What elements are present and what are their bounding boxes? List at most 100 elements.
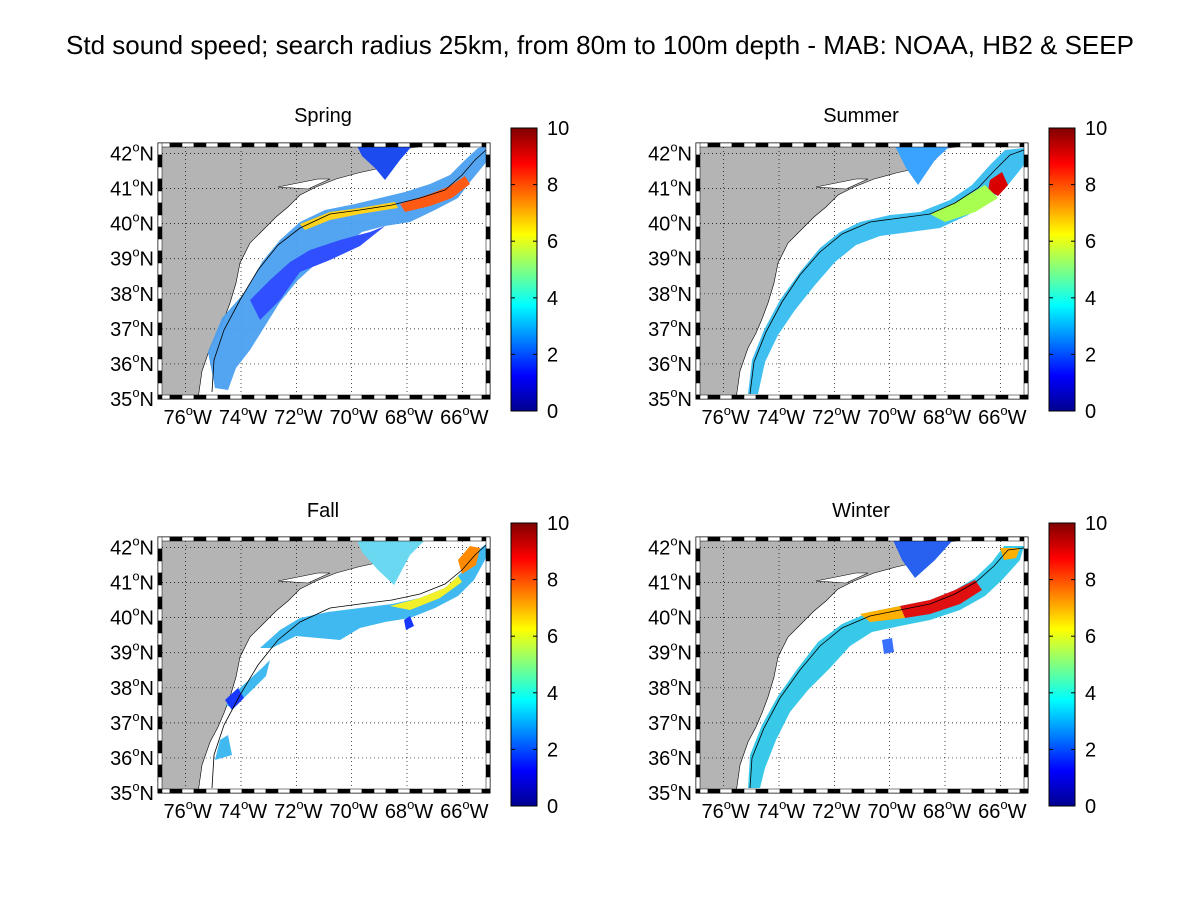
tick-label: 70oW bbox=[867, 797, 915, 823]
map-area-fall bbox=[158, 537, 490, 793]
panel-title-spring: Spring bbox=[294, 105, 352, 127]
tick-label: 76oW bbox=[163, 797, 211, 823]
colorbar-tick-label: 0 bbox=[1085, 796, 1096, 818]
colorbar-tick-label: 4 bbox=[547, 683, 558, 705]
tick-label: 70oW bbox=[329, 403, 377, 429]
tick-label: 37oN bbox=[110, 709, 154, 735]
tick-label: 76oW bbox=[701, 797, 749, 823]
tick-label: 38oN bbox=[110, 280, 154, 306]
tick-label: 70oW bbox=[329, 797, 377, 823]
tick-label: 38oN bbox=[110, 674, 154, 700]
tick-label: 66oW bbox=[440, 797, 488, 823]
tick-label: 40oN bbox=[648, 210, 692, 236]
map-area-winter bbox=[696, 537, 1028, 793]
tick-label: 42oN bbox=[110, 534, 154, 560]
colorbar-tick-label: 10 bbox=[1085, 118, 1107, 140]
tick-label: 39oN bbox=[648, 245, 692, 271]
tick-label: 68oW bbox=[385, 403, 433, 429]
tick-label: 37oN bbox=[648, 315, 692, 341]
colorbar-tick-label: 6 bbox=[1085, 231, 1096, 253]
tick-label: 72oW bbox=[812, 403, 860, 429]
lat-tick-labels: 42oN 41oN 40oN 39oN 38oN 37oN 36oN 35oN bbox=[110, 140, 154, 411]
tick-label: 42oN bbox=[648, 534, 692, 560]
tick-label: 35oN bbox=[110, 779, 154, 805]
colorbar-tick-label: 6 bbox=[547, 626, 558, 648]
lat-tick-labels: 42oN 41oN 40oN 39oN 38oN 37oN 36oN 35oN bbox=[648, 140, 692, 411]
tick-label: 42oN bbox=[648, 140, 692, 166]
lon-tick-labels: 76oW 74oW 72oW 70oW 68oW 66oW bbox=[163, 797, 488, 823]
tick-label: 74oW bbox=[757, 403, 805, 429]
tick-label: 66oW bbox=[978, 403, 1026, 429]
tick-label: 39oN bbox=[110, 639, 154, 665]
tick-label: 72oW bbox=[274, 403, 322, 429]
shelf-contour bbox=[211, 149, 487, 393]
colorbar-tick-label: 4 bbox=[547, 288, 558, 310]
tick-label: 68oW bbox=[923, 403, 971, 429]
panel-spring: Spring 42oN41oN40oN39oN38oN37oN36oN35oN … bbox=[110, 105, 569, 429]
tick-label: 74oW bbox=[219, 797, 267, 823]
colorbar-tick-label: 4 bbox=[1085, 288, 1096, 310]
shelf-contour bbox=[749, 149, 1025, 395]
tick-label: 36oN bbox=[110, 744, 154, 770]
tick-label: 37oN bbox=[648, 709, 692, 735]
data-field-gulf bbox=[357, 540, 425, 585]
colorbar-gradient bbox=[510, 522, 538, 807]
data-field-mid bbox=[930, 185, 998, 222]
colorbar-tick-label: 6 bbox=[547, 231, 558, 253]
colorbar-tick-label: 6 bbox=[1085, 626, 1096, 648]
shelf-contour bbox=[211, 544, 487, 789]
map-area-summer bbox=[696, 143, 1028, 399]
tick-label: 36oN bbox=[110, 350, 154, 376]
colorbar-gradient bbox=[510, 127, 538, 412]
tick-label: 76oW bbox=[163, 403, 211, 429]
colorbar-tick-label: 2 bbox=[547, 739, 558, 761]
tick-label: 40oN bbox=[110, 210, 154, 236]
lon-tick-labels: 76oW 74oW 72oW 70oW 68oW 66oW bbox=[163, 403, 488, 429]
island-long-island bbox=[277, 572, 331, 584]
panel-title-winter: Winter bbox=[832, 500, 890, 522]
data-field-hotspot bbox=[400, 176, 470, 212]
colorbar-tick-label: 4 bbox=[1085, 683, 1096, 705]
tick-label: 35oN bbox=[110, 385, 154, 411]
lon-tick-labels: 76oW 74oW 72oW 70oW 68oW 66oW bbox=[701, 797, 1026, 823]
tick-label: 68oW bbox=[923, 797, 971, 823]
colorbar-tick-label: 8 bbox=[547, 570, 558, 592]
panel-title-summer: Summer bbox=[823, 105, 899, 127]
island-long-island bbox=[277, 178, 331, 190]
island-long-island bbox=[815, 572, 869, 584]
tick-label: 38oN bbox=[648, 280, 692, 306]
tick-label: 41oN bbox=[648, 175, 692, 201]
lat-tick-labels: 42oN 41oN 40oN 39oN 38oN 37oN 36oN 35oN bbox=[648, 534, 692, 805]
colorbar-tick-label: 2 bbox=[1085, 344, 1096, 366]
colorbar-gradient bbox=[1048, 127, 1076, 412]
shelf-contour bbox=[749, 547, 1025, 789]
colorbar-tick-label: 0 bbox=[547, 796, 558, 818]
colorbar-gradient bbox=[1048, 522, 1076, 807]
data-field-low bbox=[882, 638, 894, 654]
colorbar-summer: 10 8 6 4 2 0 bbox=[1048, 118, 1107, 423]
tick-label: 35oN bbox=[648, 779, 692, 805]
colorbar-tick-label: 0 bbox=[1085, 401, 1096, 423]
panel-fall: Fall 42oN 41oN 40oN 39oN 38oN 37oN 36oN 35oN 76… bbox=[110, 500, 569, 823]
tick-label: 37oN bbox=[110, 315, 154, 341]
data-field-low bbox=[250, 226, 385, 320]
tick-label: 42oN bbox=[110, 140, 154, 166]
data-field-gulf bbox=[895, 146, 950, 185]
tick-label: 66oW bbox=[978, 797, 1026, 823]
tick-label: 72oW bbox=[812, 797, 860, 823]
tick-label: 68oW bbox=[385, 797, 433, 823]
colorbar-tick-label: 0 bbox=[547, 401, 558, 423]
data-field-gulf bbox=[357, 146, 412, 180]
data-field-gulf bbox=[893, 540, 953, 578]
colorbar-tick-label: 10 bbox=[1085, 513, 1107, 535]
figure-title: Std sound speed; search radius 25km, fro… bbox=[66, 30, 1134, 60]
data-field-hotspot bbox=[900, 580, 982, 618]
island-long-island bbox=[815, 178, 869, 190]
tick-label: 70oW bbox=[867, 403, 915, 429]
colorbar-tick-label: 8 bbox=[1085, 570, 1096, 592]
tick-label: 36oN bbox=[648, 350, 692, 376]
panel-title-fall: Fall bbox=[307, 500, 339, 522]
lon-tick-labels: 76oW 74oW 72oW 70oW 68oW 66oW bbox=[701, 403, 1026, 429]
tick-label: 66oW bbox=[440, 403, 488, 429]
